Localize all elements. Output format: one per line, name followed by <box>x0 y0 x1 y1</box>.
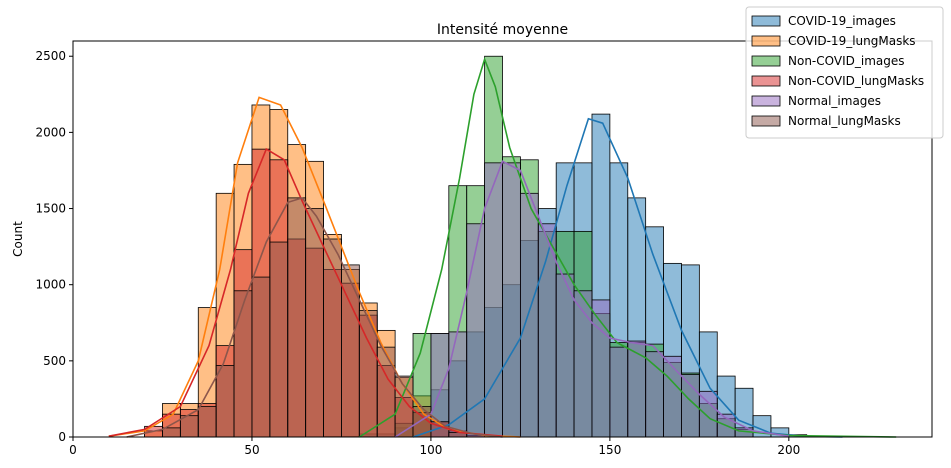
legend-label-Normal_images: Normal_images <box>788 94 881 108</box>
y-tick-label: 500 <box>43 354 66 368</box>
bar-Normal_lungMasks-6 <box>270 242 288 437</box>
bar-Normal_images-13 <box>664 356 682 437</box>
legend-swatch-Non-COVID_images <box>752 56 780 66</box>
bar-Normal_images-8 <box>574 291 592 437</box>
bar-Normal_lungMasks-4 <box>234 291 252 437</box>
y-tick-label: 2000 <box>35 125 66 139</box>
legend-label-COVID-19_images: COVID-19_images <box>788 14 896 28</box>
bar-Normal_lungMasks-2 <box>198 407 216 437</box>
legend-swatch-COVID-19_images <box>752 16 780 26</box>
bar-Normal_images-11 <box>628 341 646 437</box>
chart-title: Intensité moyenne <box>437 22 568 38</box>
y-tick-label: 0 <box>58 430 66 444</box>
bar-Normal_lungMasks-7 <box>288 198 306 437</box>
legend-swatch-COVID-19_lungMasks <box>752 36 780 46</box>
bar-Normal_images-10 <box>610 347 628 437</box>
y-tick-label: 1500 <box>35 202 66 216</box>
legend-label-Normal_lungMasks: Normal_lungMasks <box>788 114 901 128</box>
bar-Normal_lungMasks-9 <box>324 239 342 437</box>
y-tick-label: 1000 <box>35 278 66 292</box>
legend-swatch-Normal_lungMasks <box>752 116 780 126</box>
bar-Normal_lungMasks-3 <box>216 365 234 437</box>
legend-swatch-Non-COVID_lungMasks <box>752 76 780 86</box>
bar-Normal_images-9 <box>592 300 610 437</box>
legend-label-COVID-19_lungMasks: COVID-19_lungMasks <box>788 34 916 48</box>
legend: COVID-19_images COVID-19_lungMasks Non-COV… <box>746 7 943 138</box>
x-tick-label: 0 <box>69 443 77 457</box>
x-tick-label: 50 <box>244 443 259 457</box>
bar-Normal_lungMasks-0 <box>162 428 180 437</box>
bar-Normal_images-1 <box>449 332 467 437</box>
bar-Normal_images-4 <box>503 163 521 437</box>
bar-Normal_lungMasks-5 <box>252 277 270 437</box>
x-tick-label: 100 <box>419 443 442 457</box>
y-axis-label: Count <box>11 221 25 257</box>
legend-swatch-Normal_images <box>752 96 780 106</box>
y-tick-label: 2500 <box>35 49 66 63</box>
bar-Normal_images-5 <box>520 193 538 437</box>
bar-Normal_images-15 <box>699 391 717 437</box>
x-tick-label: 200 <box>777 443 800 457</box>
bar-Normal_images-7 <box>556 274 574 437</box>
legend-label-Non-COVID_images: Non-COVID_images <box>788 54 904 68</box>
legend-label-Non-COVID_lungMasks: Non-COVID_lungMasks <box>788 74 924 88</box>
x-tick-label: 150 <box>598 443 621 457</box>
